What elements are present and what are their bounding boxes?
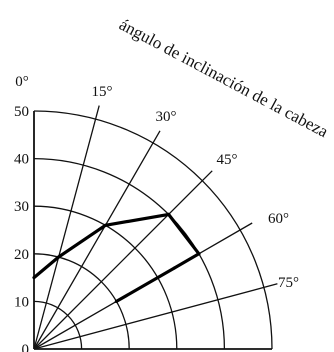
radial-tick-label-0: 0 (22, 342, 30, 352)
chart-labels: 0 10 20 30 40 50 0° 15° 30° 45° 60° 75° (14, 74, 299, 352)
chart-grid (33, 105, 278, 350)
series-0-segment-1 (56, 223, 108, 259)
angle-label-60: 60° (268, 211, 289, 227)
radial-tick-label-50: 50 (14, 104, 29, 120)
series-0-segment-2 (103, 212, 171, 227)
radial-tick-label-40: 40 (14, 152, 29, 168)
spoke-45 (33, 170, 213, 350)
series-0-segment-0 (32, 255, 61, 280)
series-0-segment-3 (167, 212, 201, 256)
spoke-15 (33, 105, 100, 350)
angle-label-75: 75° (278, 275, 299, 291)
chart-series (32, 212, 201, 303)
angle-label-30: 30° (156, 109, 177, 125)
angle-label-15: 15° (92, 84, 113, 100)
radial-tick-label-20: 20 (14, 247, 29, 263)
series-0-segment-4 (172, 252, 201, 270)
series-0-segment-5 (114, 266, 176, 303)
radial-tick-label-10: 10 (14, 294, 29, 310)
chart-title: ángulo de inclinación de la cabeza (116, 15, 332, 142)
angle-label-45: 45° (217, 152, 238, 168)
spoke-75 (33, 283, 278, 350)
radial-tick-label-30: 30 (14, 199, 29, 215)
spoke-30 (33, 130, 161, 350)
angle-label-0: 0° (15, 74, 29, 90)
